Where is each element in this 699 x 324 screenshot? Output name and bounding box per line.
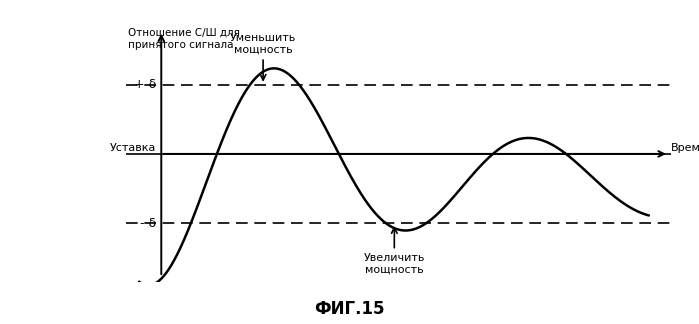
Text: Уменьшить
мощность: Уменьшить мощность <box>230 33 296 80</box>
Text: Уставка: Уставка <box>110 143 156 153</box>
Text: ФИГ.15: ФИГ.15 <box>315 299 384 318</box>
Text: + δ: + δ <box>134 78 156 91</box>
Text: - δ: - δ <box>140 216 156 230</box>
Text: Время: Время <box>671 143 699 153</box>
Text: Отношение С/Ш для
принятого сигнала: Отношение С/Ш для принятого сигнала <box>128 28 240 50</box>
Text: Увеличить
мощность: Увеличить мощность <box>363 228 425 275</box>
